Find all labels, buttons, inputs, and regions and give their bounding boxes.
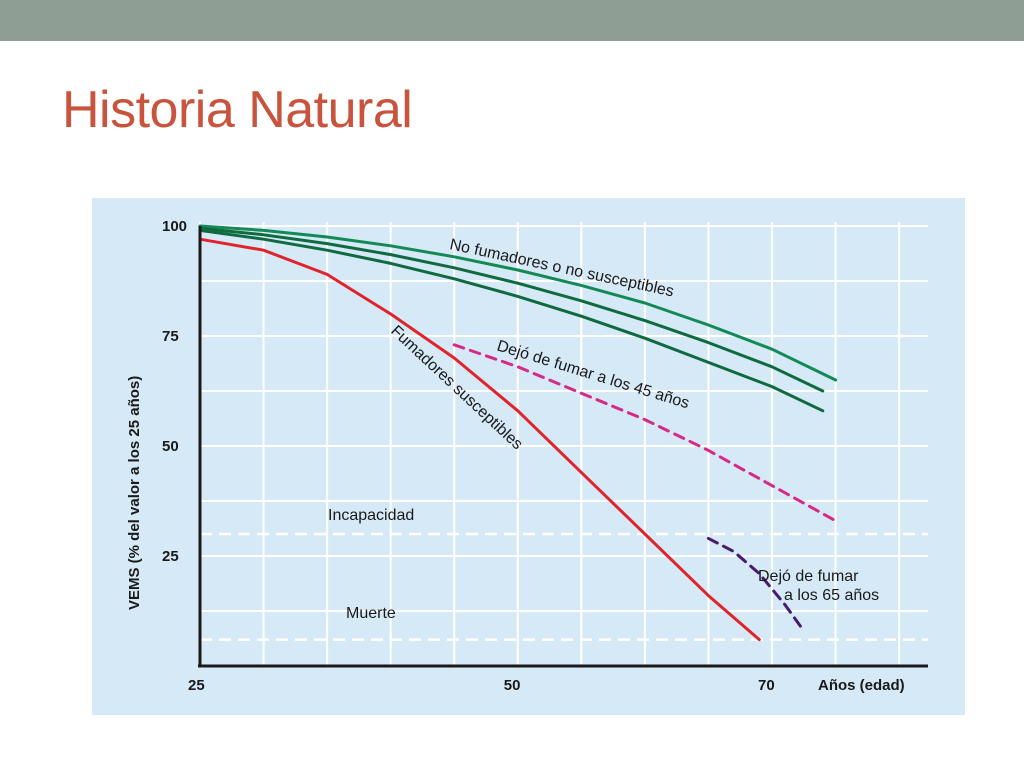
y-tick-label: 25 (162, 548, 179, 565)
series-line-5 (452, 343, 838, 523)
x-tick-label: 25 (188, 677, 205, 694)
y-tick-label: 75 (162, 328, 179, 345)
annotation-nonsmoker: No fumadores o no susceptibles (448, 236, 675, 300)
top-bar (0, 0, 1024, 41)
threshold-lines (200, 532, 928, 641)
annotation-quit45: Dejó de fumar a los 45 años (495, 338, 691, 413)
y-axis-title: VEMS (% del valor a los 25 años) (126, 376, 143, 610)
series-line-6 (706, 536, 806, 633)
tick-labels: 25 50 75 100 25 50 70 (162, 218, 775, 694)
series-line-1 (198, 224, 838, 382)
x-tick-label: 70 (758, 677, 775, 694)
chart-panel: 25 50 75 100 25 50 70 Años (edad) VEMS (% del … (92, 198, 965, 715)
y-tick-label: 50 (162, 438, 179, 455)
annotation-quit65-line2: a los 65 años (784, 587, 879, 604)
series-line-3 (198, 228, 825, 413)
threshold-label-muerte: Muerte (346, 605, 396, 622)
series-line-4 (198, 237, 761, 642)
chart-axes (198, 226, 928, 668)
y-tick-label: 100 (162, 218, 187, 235)
annotation-quit65-line1: Dejó de fumar (758, 568, 859, 585)
x-tick-label: 50 (504, 677, 521, 694)
slide-title: Historia Natural (62, 81, 413, 139)
chart-series (198, 224, 838, 642)
x-axis-title: Años (edad) (818, 677, 905, 694)
fev1-chart: 25 50 75 100 25 50 70 Años (edad) VEMS (% del … (126, 218, 928, 694)
threshold-label-incapacidad: Incapacidad (328, 507, 414, 524)
series-line-2 (198, 226, 825, 393)
